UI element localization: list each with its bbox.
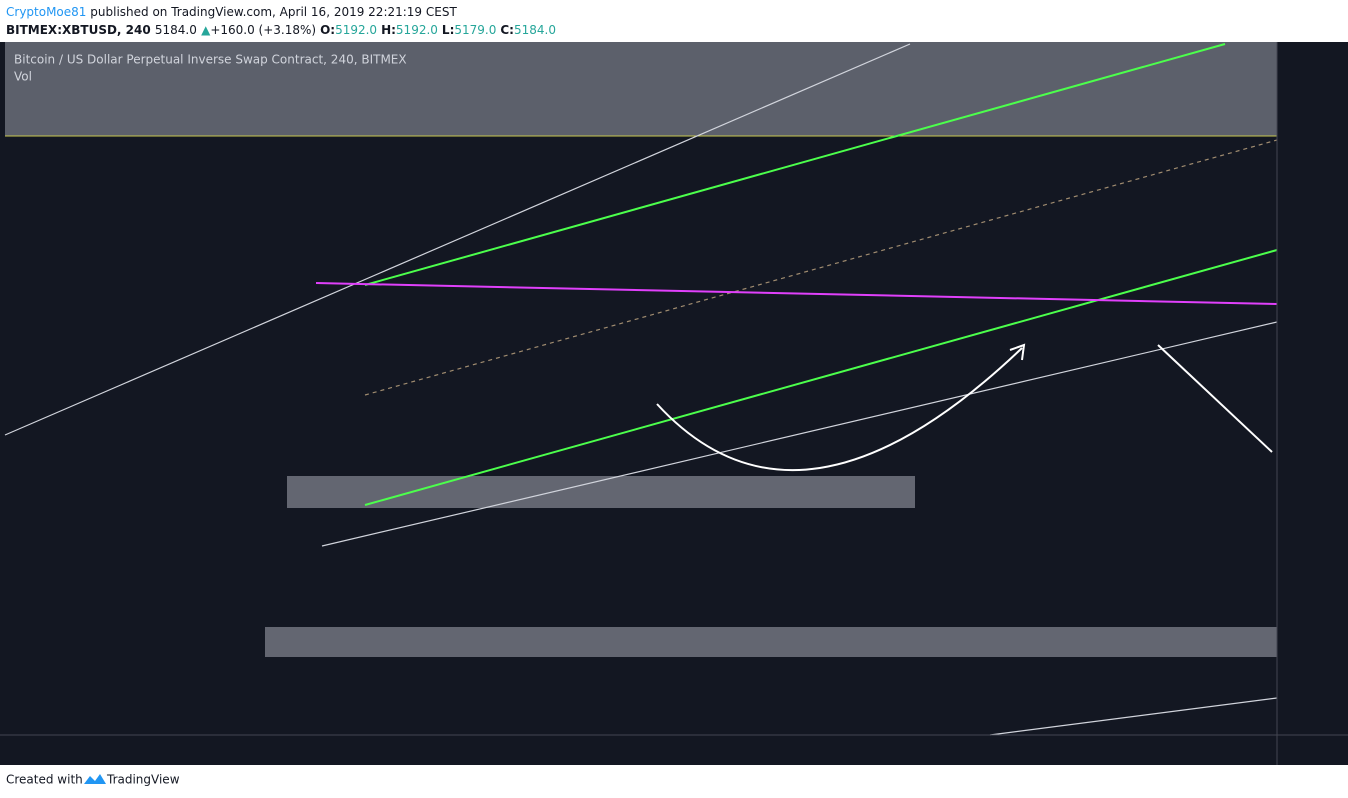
ohlc-key: H: <box>381 23 396 37</box>
ohlc-value: 5184.0 <box>514 23 556 37</box>
arrow-head <box>1009 343 1026 361</box>
arrow-down <box>1157 344 1273 453</box>
header-line1: CryptoMoe81 published on TradingView.com… <box>6 5 457 19</box>
author[interactable]: CryptoMoe81 <box>6 5 86 19</box>
trend-line <box>989 697 1278 736</box>
price: 5184.0 <box>155 23 197 37</box>
change: +160.0 (+3.18%) <box>210 23 316 37</box>
ohlc-value: 5192.0 <box>335 23 377 37</box>
zone-mid <box>287 476 915 508</box>
symbol: BITMEX:XBTUSD, 240 <box>6 23 151 37</box>
arc-arrow <box>656 347 1023 472</box>
legend-vol: Vol <box>14 70 32 84</box>
footer-brand[interactable]: TradingView <box>106 773 180 787</box>
ohlc-value: 5192.0 <box>396 23 438 37</box>
logo <box>84 774 106 784</box>
resistance <box>315 282 1278 305</box>
header-line2: BITMEX:XBTUSD, 240 5184.0 ▲+160.0 (+3.18… <box>6 23 556 37</box>
drawings <box>4 43 1278 736</box>
up-icon: ▲ <box>201 23 211 37</box>
ohlc-key: L: <box>442 23 454 37</box>
channel-top <box>364 43 1226 286</box>
ohlc-key: C: <box>500 23 514 37</box>
ohlc-value: 5179.0 <box>454 23 496 37</box>
trend-line <box>321 321 1278 547</box>
zone-low <box>265 627 1277 657</box>
trend-line <box>4 43 911 436</box>
channel-mid <box>364 139 1278 396</box>
footer-created: Created with <box>6 773 83 787</box>
ohlc-key: O: <box>320 23 335 37</box>
channel-bottom <box>364 249 1278 506</box>
legend-title: Bitcoin / US Dollar Perpetual Inverse Sw… <box>14 53 407 67</box>
published: published on TradingView.com, April 16, … <box>90 5 457 19</box>
